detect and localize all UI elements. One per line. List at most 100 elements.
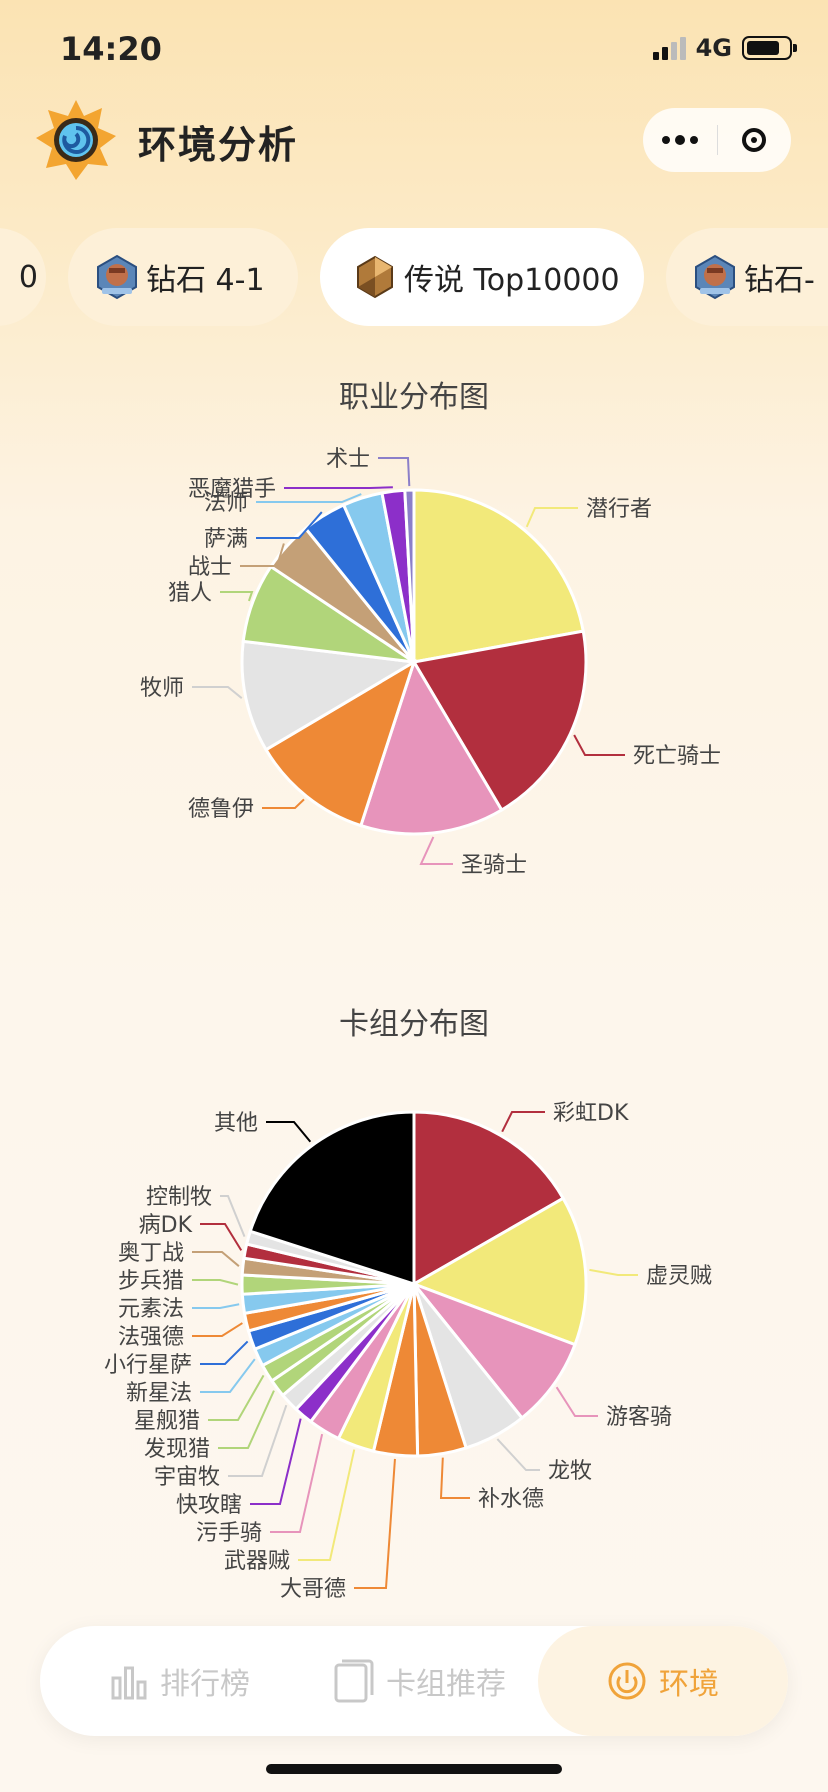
pie-slice[interactable] (240, 639, 419, 752)
more-options-icon[interactable] (643, 108, 717, 172)
class-chart-title: 职业分布图 (339, 380, 489, 415)
leader-line (501, 1111, 545, 1133)
tab-rank-1[interactable]: 钻石 4-1 (68, 228, 298, 326)
leader-line (354, 1458, 396, 1589)
slice-label: 污手骑 (196, 1521, 262, 1546)
leader-line (419, 836, 453, 865)
leader-line (555, 1386, 598, 1417)
slice-label: 恶魔猎手 (188, 477, 276, 502)
slice-label: 牧师 (140, 676, 184, 701)
leader-line (266, 1121, 312, 1143)
slice-label: 武器贼 (224, 1549, 290, 1574)
slice-label: 游客骑 (606, 1405, 672, 1430)
leader-line (589, 1268, 638, 1276)
slice-label: 战士 (188, 555, 232, 580)
slice-label: 法师 (204, 491, 248, 516)
diamond-badge-icon (695, 254, 735, 300)
status-bar: 14:20 4G (0, 0, 828, 100)
pie-slice[interactable] (403, 488, 416, 663)
tab-rank-3[interactable]: 钻石- (666, 228, 828, 326)
slice-label: 大哥德 (280, 1577, 346, 1602)
slice-label: 死亡骑士 (633, 744, 721, 769)
nav-item-environment[interactable]: 环境 (538, 1626, 788, 1736)
leader-line (228, 1404, 288, 1477)
pie-slice[interactable] (263, 658, 417, 828)
tab-label: 传说 Top10000 (404, 263, 620, 298)
home-indicator (266, 1764, 562, 1774)
slice-label: 快攻瞎 (176, 1493, 242, 1518)
bar-chart-icon (111, 1666, 147, 1700)
leader-line (298, 1449, 356, 1561)
pie-slice[interactable] (412, 488, 585, 664)
slice-label: 圣骑士 (461, 853, 527, 878)
tab-label: 钻石 4-1 (146, 263, 265, 298)
pie-slice[interactable] (358, 658, 504, 836)
slice-label: 元素法 (118, 1297, 184, 1322)
close-miniprogram-icon[interactable] (718, 108, 792, 172)
leader-line (439, 1457, 470, 1499)
pie-slice[interactable] (411, 629, 588, 813)
nav-label: 排行榜 (160, 1667, 250, 1702)
leader-line (270, 1433, 324, 1533)
leader-line (284, 486, 393, 489)
capsule-divider (716, 125, 718, 155)
nav-item-deck-recommend[interactable]: 卡组推荐 (310, 1626, 530, 1736)
signal-icon (652, 36, 686, 60)
slice-label: 萨满 (204, 527, 248, 552)
slice-label: 法强德 (118, 1325, 184, 1350)
leader-line (218, 1390, 275, 1449)
leader-line (192, 686, 243, 699)
tab-label: 钻石- (744, 263, 815, 298)
slice-label: 其他 (214, 1111, 258, 1136)
leader-line (496, 1438, 540, 1471)
status-time: 14:20 (60, 30, 162, 68)
leader-line (378, 457, 411, 487)
network-type: 4G (695, 34, 732, 62)
leader-line (220, 591, 254, 602)
deck-chart-title: 卡组分布图 (339, 1007, 489, 1042)
bottom-navbar: 排行榜 卡组推荐 环境 (40, 1626, 788, 1736)
leader-line (220, 1195, 246, 1237)
leader-line (200, 1223, 243, 1251)
leader-line (256, 493, 362, 503)
tab-rank-0[interactable]: 0 (0, 228, 46, 326)
app-header: 环境分析 (0, 96, 828, 186)
pie-slice[interactable] (410, 1196, 588, 1347)
pie-slice[interactable] (409, 1280, 577, 1420)
legend-badge-icon (357, 255, 393, 299)
environment-icon (608, 1662, 646, 1700)
slice-label: 虚灵贼 (646, 1264, 712, 1289)
page-title: 环境分析 (138, 123, 299, 167)
leader-line (200, 1340, 249, 1365)
leader-line (192, 1251, 240, 1267)
slice-label: 控制牧 (146, 1185, 212, 1210)
leader-line (262, 798, 305, 809)
leader-line (240, 543, 285, 567)
slice-label: 步兵猎 (118, 1269, 184, 1294)
pie-slice[interactable] (412, 1110, 566, 1287)
cards-icon (334, 1659, 374, 1703)
slice-label: 德鲁伊 (188, 797, 254, 822)
pie-slice[interactable] (248, 1110, 416, 1287)
nav-label: 环境 (659, 1667, 719, 1702)
nav-item-ranking[interactable]: 排行榜 (70, 1626, 290, 1736)
slice-label: 猎人 (168, 581, 212, 606)
tab-rank-2[interactable]: 传说 Top10000 (320, 228, 644, 326)
battery-icon (742, 36, 797, 60)
slice-label: 龙牧 (548, 1459, 592, 1484)
tab-label: 0 (18, 259, 38, 295)
slice-label: 潜行者 (586, 497, 652, 522)
rank-tabs: 0 钻石 4-1 传说 Top10000 钻石- (0, 228, 828, 326)
slice-label: 彩虹DK (553, 1101, 629, 1126)
slice-label: 术士 (326, 447, 370, 472)
slice-label: 小行星萨 (104, 1353, 192, 1378)
leader-line (256, 511, 323, 539)
leader-line (250, 1418, 302, 1505)
slice-label: 新星法 (126, 1381, 192, 1406)
leader-line (525, 507, 578, 528)
diamond-badge-icon (97, 254, 137, 300)
miniprogram-capsule (643, 108, 791, 172)
leader-line (192, 1303, 240, 1309)
